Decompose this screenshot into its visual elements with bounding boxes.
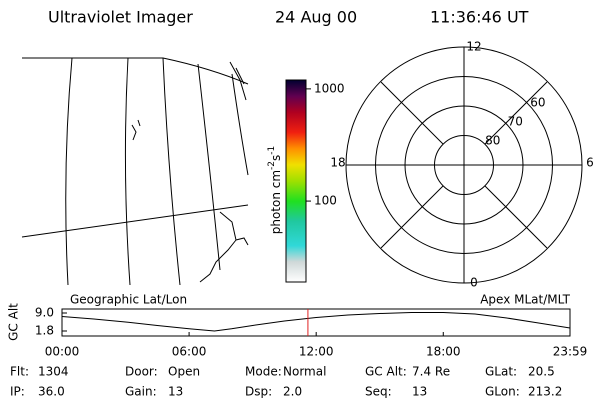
- colorbar-tick-label: 100: [314, 194, 337, 208]
- info-value: 36.0: [38, 385, 65, 399]
- colorbar-label: photon cm-2s-1: [267, 146, 283, 235]
- lat-label: 70: [508, 114, 523, 128]
- info-value: 1304: [38, 365, 69, 379]
- info-value: Open: [168, 365, 200, 379]
- y-tick-label: 9.0: [35, 306, 54, 320]
- polar-spokes: [346, 47, 582, 283]
- info-value: 13: [412, 385, 427, 399]
- info-value: 20.5: [528, 365, 555, 379]
- map: [21, 57, 249, 286]
- colorbar-tick-label: 1000: [314, 81, 345, 95]
- x-tick-label: 06:00: [172, 345, 207, 359]
- info-label: GLat:: [485, 365, 517, 379]
- info-label: Flt:: [10, 365, 29, 379]
- lat-label: 60: [530, 95, 545, 109]
- info-value: 2.0: [283, 385, 302, 399]
- x-tick-label: 23:59: [553, 345, 588, 359]
- info-label: GC Alt:: [365, 365, 407, 379]
- polar-label: Apex MLat/MLT: [480, 293, 570, 307]
- info-label: Door:: [125, 365, 158, 379]
- polar-outer: [345, 46, 583, 284]
- info-value: 213.2: [528, 385, 562, 399]
- mlt-label: 0: [470, 276, 478, 290]
- map-label: Geographic Lat/Lon: [70, 293, 187, 307]
- info-label: Seq:: [365, 385, 392, 399]
- y-tick-label: 1.8: [35, 324, 54, 338]
- info-label: Dsp:: [245, 385, 272, 399]
- info-value: Normal: [283, 365, 326, 379]
- x-tick-label: 00:00: [45, 345, 80, 359]
- mlt-label: 18: [330, 156, 345, 170]
- title: Ultraviolet Imager: [48, 8, 193, 27]
- mlt-label: 12: [466, 40, 481, 54]
- x-tick-label: 18:00: [426, 345, 461, 359]
- altitude-line: [61, 312, 571, 332]
- colorbar: [285, 79, 307, 283]
- info-label: Mode:: [245, 365, 282, 379]
- lat-ring: [404, 105, 524, 225]
- x-tick-label: 12:00: [299, 345, 334, 359]
- lat-ring: [375, 76, 553, 254]
- alt-ylabel: GC Alt: [7, 303, 21, 341]
- info-value: 13: [168, 385, 183, 399]
- time: 11:36:46 UT: [430, 8, 529, 27]
- lat-ring: [434, 135, 494, 195]
- info-label: IP:: [10, 385, 25, 399]
- info-label: GLon:: [485, 385, 520, 399]
- date: 24 Aug 00: [275, 8, 357, 27]
- lat-label: 80: [485, 133, 500, 147]
- info-value: 7.4 Re: [412, 365, 450, 379]
- alt-plot-frame: [61, 308, 571, 337]
- info-label: Gain:: [125, 385, 157, 399]
- mlt-label: 6: [586, 156, 594, 170]
